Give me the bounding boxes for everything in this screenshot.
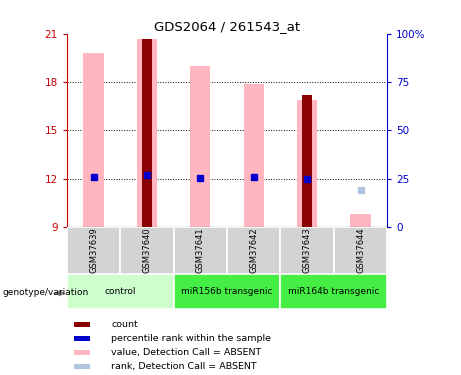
Bar [302, 95, 312, 227]
Bar [350, 214, 371, 227]
Bar [67, 227, 120, 274]
Bar [174, 227, 227, 274]
Title: GDS2064 / 261543_at: GDS2064 / 261543_at [154, 20, 300, 33]
Bar [74, 322, 90, 327]
Bar [74, 350, 90, 355]
Text: control: control [105, 287, 136, 296]
Bar [74, 364, 90, 369]
Text: rank, Detection Call = ABSENT: rank, Detection Call = ABSENT [111, 363, 257, 372]
Bar [74, 336, 90, 341]
Text: percentile rank within the sample: percentile rank within the sample [111, 334, 271, 343]
Bar [280, 227, 334, 274]
Bar [297, 100, 317, 227]
Text: GSM37644: GSM37644 [356, 228, 365, 273]
Text: genotype/variation: genotype/variation [2, 288, 89, 297]
Bar [83, 53, 104, 227]
Bar [190, 66, 211, 227]
Text: miR164b transgenic: miR164b transgenic [288, 287, 379, 296]
Text: count: count [111, 320, 138, 329]
Bar [243, 84, 264, 227]
Bar [280, 274, 387, 309]
Text: GSM37642: GSM37642 [249, 228, 258, 273]
Bar [120, 227, 174, 274]
Bar [334, 227, 387, 274]
Bar [67, 274, 174, 309]
Bar [174, 274, 280, 309]
Bar [142, 39, 152, 227]
Bar [137, 39, 157, 227]
Text: GSM37639: GSM37639 [89, 227, 98, 273]
Text: value, Detection Call = ABSENT: value, Detection Call = ABSENT [111, 348, 261, 357]
Text: GSM37640: GSM37640 [142, 228, 152, 273]
Text: GSM37641: GSM37641 [196, 228, 205, 273]
Bar [227, 227, 280, 274]
Text: GSM37643: GSM37643 [302, 227, 312, 273]
Text: miR156b transgenic: miR156b transgenic [181, 287, 273, 296]
